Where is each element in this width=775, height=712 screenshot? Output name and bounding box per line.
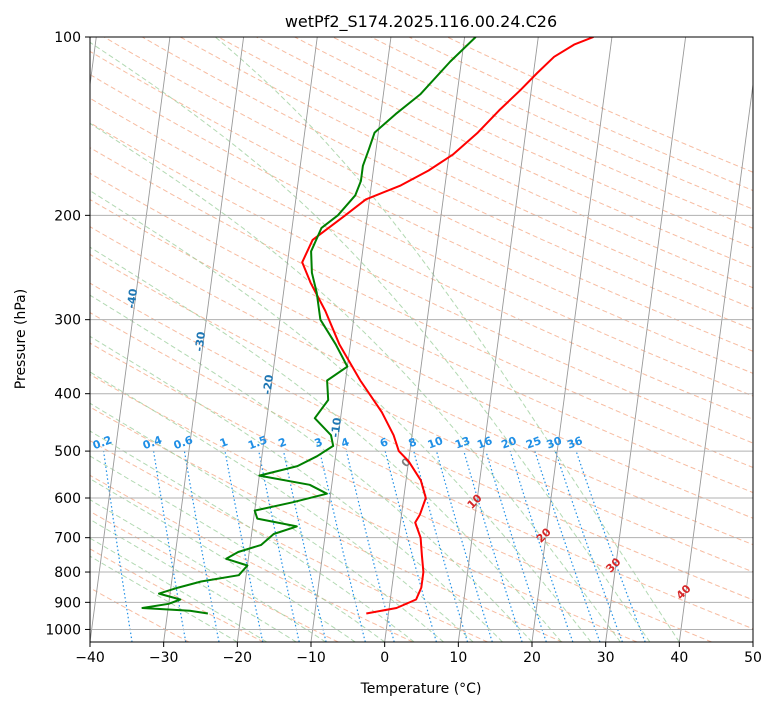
x-tick-label: 10	[449, 650, 467, 666]
x-tick-label: 20	[523, 650, 541, 666]
isotherm-label: -30	[193, 330, 209, 352]
y-tick-label: 500	[54, 444, 81, 460]
x-tick-label: 0	[380, 650, 389, 666]
y-tick-label: 700	[54, 531, 81, 547]
y-tick-label: 800	[54, 565, 81, 581]
x-tick-label: −10	[296, 650, 326, 666]
isotherm-label: -40	[125, 288, 141, 310]
y-axis-label: Pressure (hPa)	[13, 289, 29, 389]
x-tick-label: −40	[75, 650, 105, 666]
x-tick-label: −20	[223, 650, 253, 666]
y-tick-label: 100	[54, 30, 81, 46]
x-tick-label: 30	[597, 650, 615, 666]
chart-title: wetPf2_S174.2025.116.00.24.C26	[285, 12, 557, 32]
y-tick-label: 600	[54, 491, 81, 507]
y-tick-label: 400	[54, 387, 81, 403]
y-tick-label: 300	[54, 313, 81, 329]
y-tick-label: 1000	[45, 622, 81, 638]
x-tick-label: 50	[744, 650, 762, 666]
x-tick-label: 40	[670, 650, 688, 666]
y-tick-label: 200	[54, 208, 81, 224]
x-tick-label: −30	[149, 650, 179, 666]
x-axis-label: Temperature (°C)	[360, 681, 482, 697]
y-tick-label: 900	[54, 595, 81, 611]
isotherm-label: -20	[261, 373, 277, 395]
